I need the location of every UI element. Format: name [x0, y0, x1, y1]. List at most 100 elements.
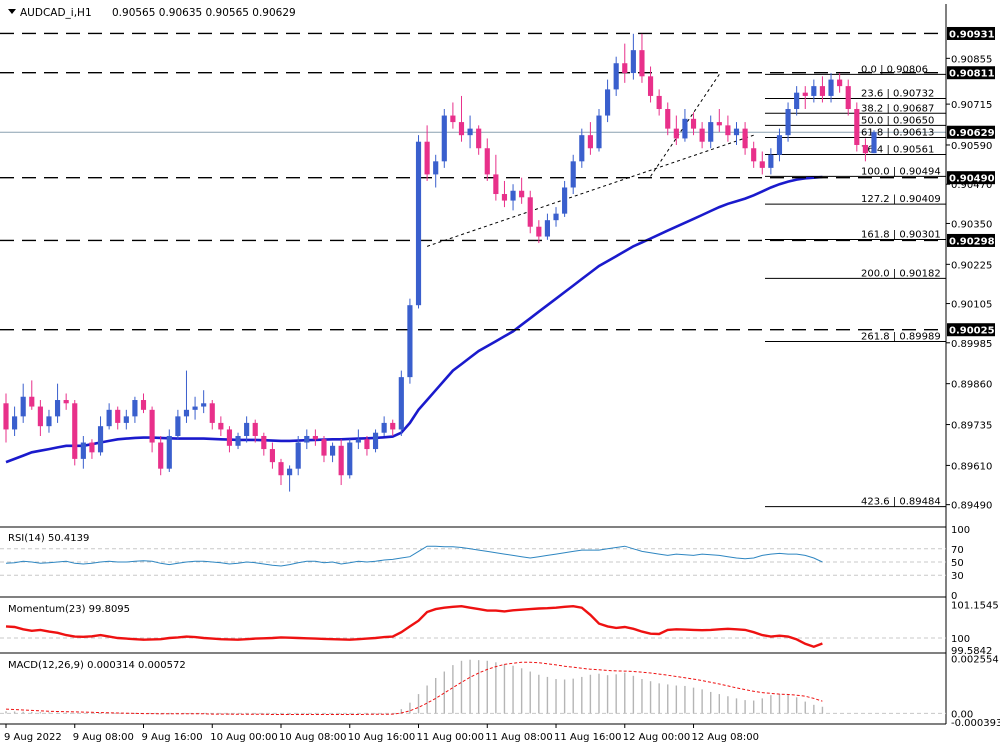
candle-body	[699, 128, 705, 142]
candle-body	[63, 400, 69, 404]
candle	[725, 115, 731, 142]
price-tick-label: 0.90225	[951, 260, 992, 271]
candle	[407, 298, 413, 384]
candle	[553, 207, 559, 227]
candle-body	[673, 128, 679, 139]
macd-series: 0.002554 0.00-0.000393	[0, 655, 1000, 729]
candle-body	[647, 76, 654, 96]
price-tag-box	[947, 233, 995, 247]
candle	[501, 180, 508, 208]
candle-body	[54, 400, 61, 417]
candle	[458, 95, 465, 142]
candle-body	[175, 416, 181, 436]
candle	[175, 409, 181, 440]
candle	[536, 220, 542, 244]
macd-panel[interactable]: MACD(12,26,9) 0.000314 0.000572 0.002554…	[0, 652, 1000, 729]
candle-body	[845, 86, 851, 110]
candle	[605, 79, 611, 123]
candle	[493, 154, 499, 201]
momentum-axis-label: 101.1545	[951, 601, 999, 612]
rsi-panel[interactable]: RSI(14) 50.4139 100 70 50 30 0	[0, 525, 970, 602]
candle	[89, 439, 95, 459]
candle-body	[862, 144, 868, 154]
candle-body	[20, 396, 26, 417]
time-tick-label: 12 Aug 08:00	[692, 732, 759, 743]
candle	[476, 125, 482, 155]
candle	[613, 56, 619, 96]
candle	[115, 406, 121, 430]
price-tags: 0.90931 0.90811 0.90490 0.90298 0.90025 0.906…	[947, 26, 995, 337]
candle-body	[441, 115, 447, 162]
horizontal-levels	[0, 32, 946, 331]
candle-body	[115, 409, 121, 423]
candle-body	[106, 409, 112, 427]
candle	[647, 66, 654, 103]
candle	[209, 400, 215, 430]
rsi-label: RSI(14) 50.4139	[8, 533, 89, 544]
candle	[20, 383, 26, 423]
price-tag: 0.90811	[947, 66, 995, 80]
candle-body	[158, 442, 164, 469]
candle	[845, 79, 851, 116]
candle-body	[12, 416, 18, 430]
candle	[72, 400, 78, 466]
candle	[708, 115, 714, 149]
dropdown-triangle-icon[interactable]	[8, 9, 16, 14]
candle	[37, 400, 43, 436]
candle-body	[424, 141, 430, 175]
rsi-line	[5, 545, 823, 567]
candle	[527, 190, 533, 234]
candle-body	[97, 426, 104, 453]
candles	[3, 33, 877, 492]
rsi-axis-label: 100	[951, 525, 970, 536]
candle-body	[639, 50, 645, 77]
price-tag-box	[947, 323, 995, 337]
candle-body	[596, 115, 602, 149]
candle	[415, 135, 422, 309]
price-tag-label: 0.90811	[949, 69, 995, 80]
time-tick-label: 10 Aug 00:00	[210, 732, 277, 743]
price-tick-label: 0.89735	[951, 421, 992, 432]
macd-axis-label: 0.00	[951, 709, 973, 720]
candle-body	[321, 439, 327, 456]
candle	[819, 76, 826, 103]
fib-level-label: 61.8 | 0.90613	[861, 127, 934, 138]
candle-body	[3, 403, 9, 430]
candle	[278, 458, 284, 486]
candle-body	[355, 439, 361, 443]
candle-body	[192, 406, 198, 410]
candle	[424, 125, 430, 181]
price-tick-label: 0.90855	[951, 54, 992, 65]
time-tick-label: 9 Aug 2022	[4, 732, 62, 743]
time-tick-label: 11 Aug 08:00	[485, 732, 552, 743]
candle-body	[72, 403, 78, 459]
candle-body	[587, 135, 593, 149]
price-tag-box	[947, 171, 995, 185]
price-tag-label: 0.90298	[949, 236, 995, 247]
price-tick-label: 0.89985	[951, 339, 992, 350]
candle	[828, 73, 834, 103]
candle-body	[407, 305, 413, 378]
candle-body	[244, 422, 250, 436]
price-tag-box	[947, 66, 995, 80]
candle	[347, 439, 353, 479]
candle-body	[261, 435, 267, 450]
candle	[244, 416, 250, 443]
candle	[218, 416, 224, 436]
price-tag: 0.90025	[947, 323, 995, 337]
price-tick-label: 0.90470	[951, 180, 992, 191]
candle-body	[312, 435, 318, 440]
candle-body	[733, 128, 740, 136]
time-tick-label: 10 Aug 08:00	[279, 732, 346, 743]
candle	[699, 122, 705, 149]
rsi-series: 100 70 50 30 0	[0, 525, 970, 602]
candle-body	[46, 416, 52, 427]
candle	[149, 406, 155, 453]
candle-body	[768, 154, 774, 168]
candle	[312, 429, 318, 446]
fib-level-label: 76.4 | 0.90561	[861, 144, 934, 155]
price-tick-label: 0.90350	[951, 219, 992, 230]
price-panel[interactable]: 0.0 | 0.90806 23.6 | 0.90732 38.2 | 0.9068…	[0, 32, 946, 508]
candle-body	[218, 422, 224, 430]
